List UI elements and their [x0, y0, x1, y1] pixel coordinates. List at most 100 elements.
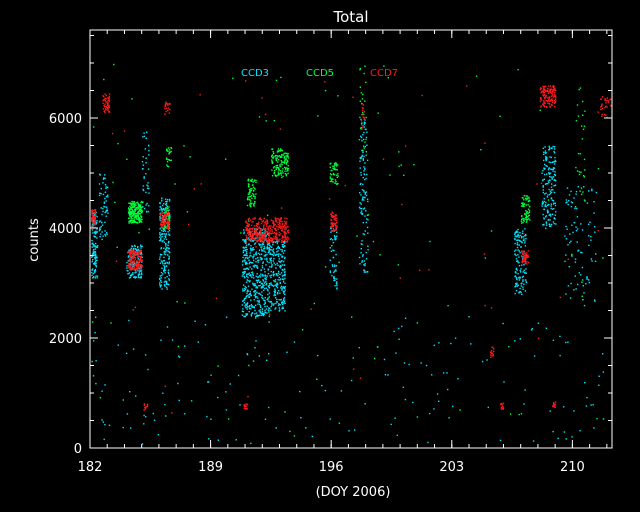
data-point-ccd3 [257, 279, 260, 281]
data-point-ccd7 [262, 227, 265, 229]
data-point-ccd5 [112, 181, 114, 184]
data-point-ccd3 [554, 156, 556, 159]
data-point-ccd7 [490, 307, 493, 309]
data-point-ccd3 [168, 209, 170, 211]
data-point-ccd3 [94, 258, 96, 260]
data-point-ccd7 [606, 97, 608, 99]
data-point-ccd3 [272, 271, 274, 274]
data-point-ccd3 [127, 273, 129, 275]
data-point-ccd3 [284, 268, 286, 270]
data-point-ccd3 [269, 275, 271, 277]
data-point-ccd5 [282, 161, 285, 163]
data-point-ccd3 [516, 260, 518, 262]
data-point-ccd7 [283, 231, 285, 233]
data-point-ccd3 [168, 233, 170, 235]
data-point-ccd7 [102, 100, 104, 102]
data-point-ccd3 [277, 279, 279, 281]
data-point-ccd7 [168, 103, 170, 105]
data-point-ccd3 [565, 293, 567, 295]
data-point-ccd5 [217, 365, 219, 367]
data-point-ccd5 [139, 206, 142, 208]
data-point-ccd7 [138, 251, 140, 254]
data-point-ccd7 [540, 98, 542, 100]
data-point-ccd3 [162, 260, 165, 262]
data-point-ccd7 [266, 222, 268, 225]
data-point-ccd7 [279, 223, 281, 225]
data-point-ccd5 [139, 217, 141, 220]
data-point-ccd5 [249, 190, 251, 193]
data-point-ccd3 [517, 228, 519, 231]
data-point-ccd7 [251, 234, 253, 237]
data-point-ccd7 [404, 145, 407, 147]
data-point-ccd5 [252, 193, 254, 195]
data-point-ccd5 [362, 111, 364, 114]
data-point-ccd7 [523, 260, 526, 262]
data-point-ccd7 [330, 213, 333, 215]
data-point-ccd7 [286, 217, 288, 220]
data-point-ccd3 [167, 231, 169, 233]
data-point-ccd7 [134, 264, 136, 267]
data-point-ccd3 [264, 271, 266, 273]
data-point-ccd7 [285, 238, 287, 240]
data-point-ccd3 [515, 285, 517, 287]
data-point-ccd7 [249, 233, 251, 235]
data-point-ccd3 [572, 231, 574, 234]
data-point-ccd3 [247, 289, 249, 291]
data-point-ccd3 [268, 292, 271, 294]
data-point-ccd3 [522, 271, 524, 273]
data-point-ccd5 [276, 174, 278, 177]
data-point-ccd5 [131, 211, 133, 214]
data-point-ccd3 [516, 269, 518, 271]
data-point-ccd3 [281, 245, 284, 248]
data-point-ccd3 [331, 275, 333, 277]
data-point-ccd3 [257, 257, 259, 259]
data-point-ccd3 [159, 202, 161, 204]
data-point-ccd3 [519, 287, 521, 290]
data-point-ccd5 [249, 203, 251, 206]
data-point-ccd3 [340, 390, 343, 392]
data-point-ccd5 [249, 179, 252, 182]
data-point-ccd3 [532, 440, 535, 442]
data-point-ccd5 [254, 202, 256, 205]
data-point-ccd3 [265, 264, 267, 266]
data-point-ccd3 [247, 244, 250, 246]
data-point-ccd3 [554, 171, 556, 173]
data-point-ccd3 [262, 279, 264, 281]
data-point-ccd3 [518, 279, 521, 281]
data-point-ccd7 [254, 228, 257, 230]
data-point-ccd7 [167, 218, 169, 221]
data-point-ccd3 [550, 191, 553, 194]
data-point-ccd3 [268, 242, 271, 244]
data-point-ccd5 [114, 201, 116, 204]
data-point-ccd3 [576, 216, 579, 218]
data-point-ccd3 [259, 244, 261, 247]
data-point-ccd3 [332, 256, 335, 259]
data-point-ccd3 [160, 237, 162, 239]
data-point-ccd3 [553, 208, 555, 210]
data-point-ccd5 [521, 222, 523, 224]
data-point-ccd3 [165, 218, 167, 220]
data-point-ccd7 [130, 253, 132, 255]
data-point-ccd7 [94, 215, 97, 217]
data-point-ccd5 [331, 180, 333, 182]
data-point-ccd3 [159, 278, 161, 281]
data-point-ccd5 [329, 166, 331, 169]
data-point-ccd5 [168, 227, 171, 230]
data-point-ccd3 [332, 265, 334, 267]
data-point-ccd3 [96, 228, 98, 230]
data-point-ccd7 [266, 225, 268, 227]
data-point-ccd7 [159, 213, 162, 216]
data-point-ccd7 [282, 241, 284, 243]
data-point-ccd3 [516, 285, 519, 287]
data-point-ccd7 [418, 269, 421, 271]
data-point-ccd3 [567, 285, 570, 287]
data-point-ccd3 [251, 268, 253, 270]
data-point-ccd7 [334, 215, 337, 217]
data-point-ccd3 [363, 123, 366, 125]
data-point-ccd3 [517, 277, 520, 279]
data-point-ccd7 [255, 225, 257, 227]
data-point-ccd3 [93, 243, 95, 246]
data-point-ccd3 [264, 301, 266, 304]
data-point-ccd5 [248, 196, 250, 198]
data-point-ccd3 [283, 286, 285, 288]
